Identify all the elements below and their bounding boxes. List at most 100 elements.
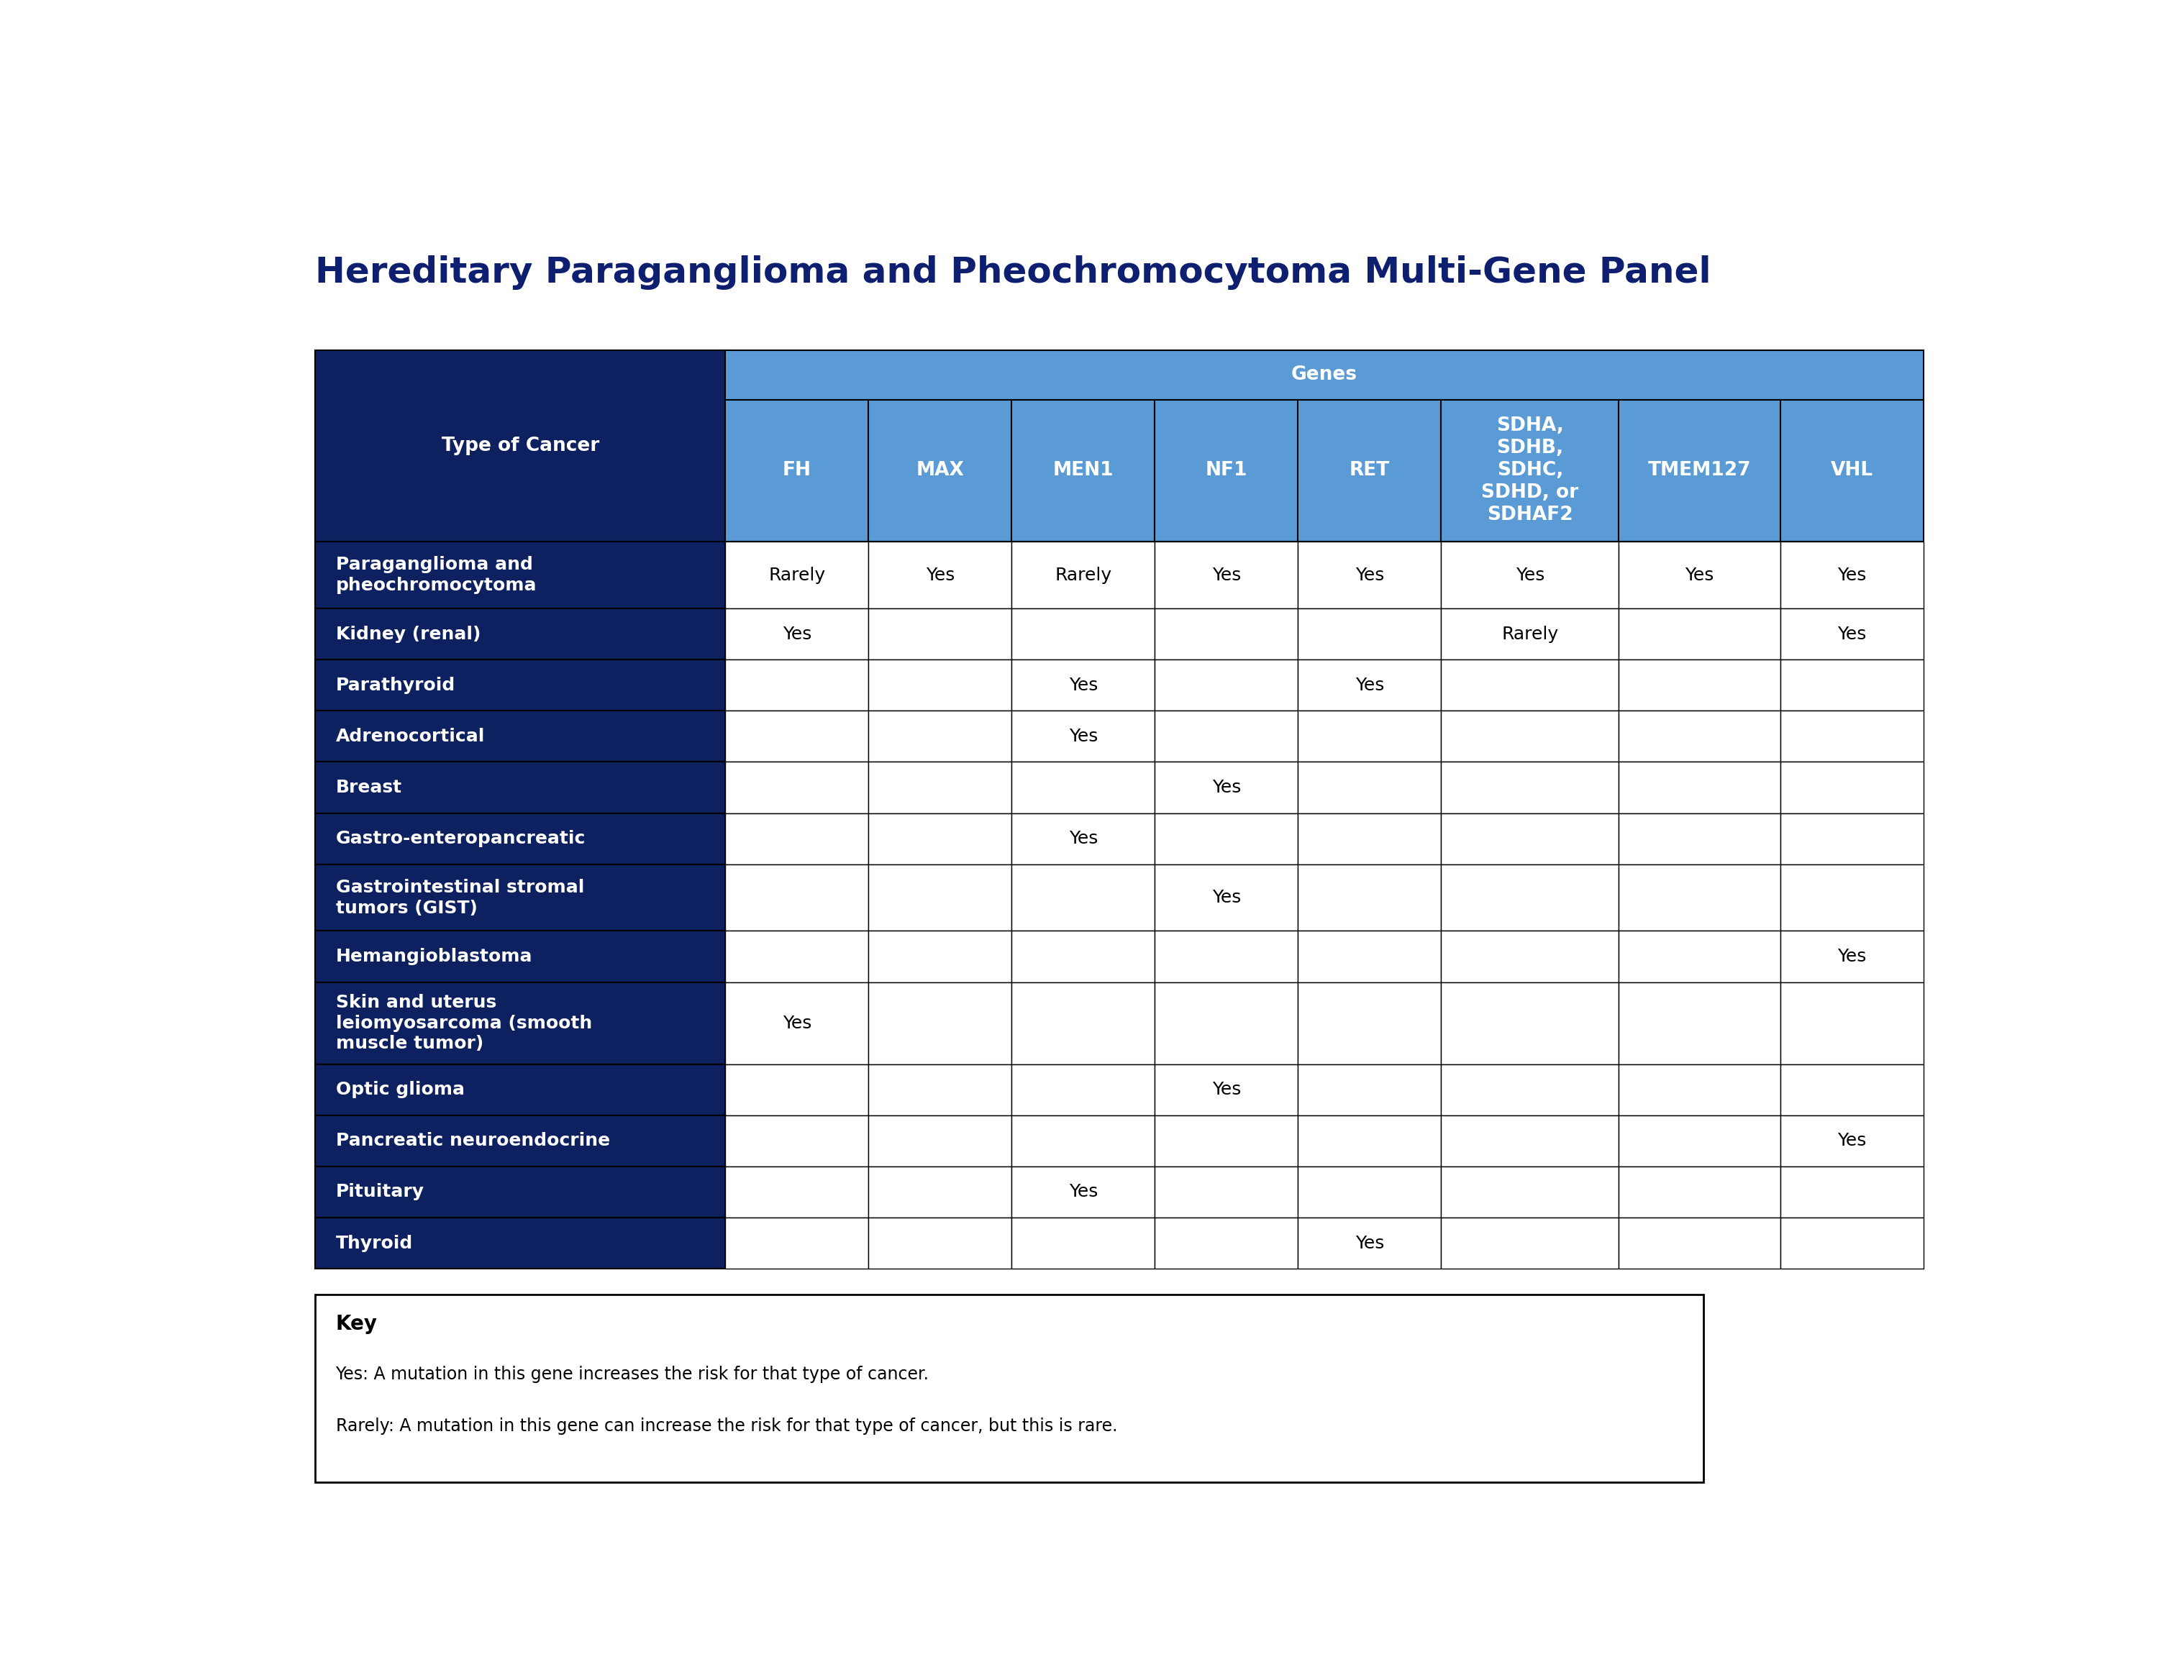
Bar [1155,660,1297,711]
Bar [869,400,1011,543]
Text: Yes: Yes [1837,566,1865,583]
Bar [1618,608,1780,660]
Bar [869,1063,1011,1116]
Bar [869,1116,1011,1166]
Text: Breast: Breast [336,780,402,796]
Text: Genes: Genes [1291,366,1358,385]
Text: Yes: Yes [1212,780,1241,796]
Bar [314,865,725,931]
Bar [1780,400,1924,543]
Bar [314,931,725,983]
Text: Optic glioma: Optic glioma [336,1080,465,1099]
Text: Yes: Yes [1837,625,1865,643]
Text: Yes: A mutation in this gene increases the risk for that type of cancer.: Yes: A mutation in this gene increases t… [336,1366,928,1383]
Text: MEN1: MEN1 [1053,462,1114,480]
Text: Yes: Yes [1068,677,1099,694]
Bar [1618,400,1780,543]
Bar [1780,763,1924,813]
Bar [1441,711,1618,763]
Bar [1155,400,1297,543]
Bar [869,983,1011,1063]
Bar [1011,865,1155,931]
Bar [1155,711,1297,763]
Text: Rarely: Rarely [769,566,826,583]
Text: Key: Key [336,1314,378,1334]
Bar [1155,983,1297,1063]
Bar [725,865,869,931]
Text: Yes: Yes [1068,830,1099,847]
Text: Yes: Yes [782,625,812,643]
Text: Gastro-enteropancreatic: Gastro-enteropancreatic [336,830,585,847]
Bar [725,351,1924,400]
Bar [1618,1116,1780,1166]
Bar [314,983,725,1063]
Bar [1780,983,1924,1063]
Text: MAX: MAX [915,462,963,480]
Bar [314,543,725,608]
Text: VHL: VHL [1830,462,1874,480]
Bar [1780,1166,1924,1218]
Text: Yes: Yes [1837,1132,1865,1149]
Bar [1441,1116,1618,1166]
Bar [1011,543,1155,608]
Bar [1780,813,1924,865]
Bar [1618,763,1780,813]
Text: Yes: Yes [1354,1235,1385,1252]
Text: Gastrointestinal stromal
tumors (GIST): Gastrointestinal stromal tumors (GIST) [336,879,583,917]
Bar [1011,608,1155,660]
Bar [869,1166,1011,1218]
Text: Yes: Yes [1686,566,1714,583]
Text: Pancreatic neuroendocrine: Pancreatic neuroendocrine [336,1132,609,1149]
Bar [869,711,1011,763]
Bar [1297,660,1441,711]
Text: Kidney (renal): Kidney (renal) [336,625,480,643]
Bar [1441,931,1618,983]
Bar [1011,763,1155,813]
Text: Yes: Yes [1516,566,1544,583]
Bar [725,1218,869,1268]
Text: Type of Cancer: Type of Cancer [441,437,598,455]
Bar [1297,1166,1441,1218]
Text: Yes: Yes [782,1015,812,1032]
Bar [314,608,725,660]
Bar [1297,1063,1441,1116]
Bar [869,660,1011,711]
Bar [1155,1116,1297,1166]
Bar [725,400,869,543]
Bar [1441,1218,1618,1268]
Bar [725,763,869,813]
Bar [1155,1063,1297,1116]
Bar [1297,608,1441,660]
Bar [1155,1218,1297,1268]
Bar [1155,813,1297,865]
Text: FH: FH [782,462,810,480]
Bar [1441,660,1618,711]
Bar [314,813,725,865]
Bar [1011,400,1155,543]
Text: NF1: NF1 [1206,462,1247,480]
Bar [314,351,725,543]
Bar [314,1063,725,1116]
Text: Skin and uterus
leiomyosarcoma (smooth
muscle tumor): Skin and uterus leiomyosarcoma (smooth m… [336,995,592,1052]
Text: Yes: Yes [1354,677,1385,694]
Bar [725,711,869,763]
Text: Yes: Yes [1212,1080,1241,1099]
Bar [725,1116,869,1166]
Bar [1441,763,1618,813]
Bar [1618,1063,1780,1116]
Bar [1780,711,1924,763]
Bar [1297,711,1441,763]
Bar [1011,711,1155,763]
Bar [1618,660,1780,711]
Bar [1155,763,1297,813]
Text: Yes: Yes [926,566,954,583]
Bar [1441,1063,1618,1116]
Text: Yes: Yes [1837,948,1865,964]
Bar [1011,931,1155,983]
Bar [1780,608,1924,660]
Bar [1155,1166,1297,1218]
Text: Parathyroid: Parathyroid [336,677,454,694]
Bar [725,1166,869,1218]
Bar [725,931,869,983]
Bar [1297,763,1441,813]
